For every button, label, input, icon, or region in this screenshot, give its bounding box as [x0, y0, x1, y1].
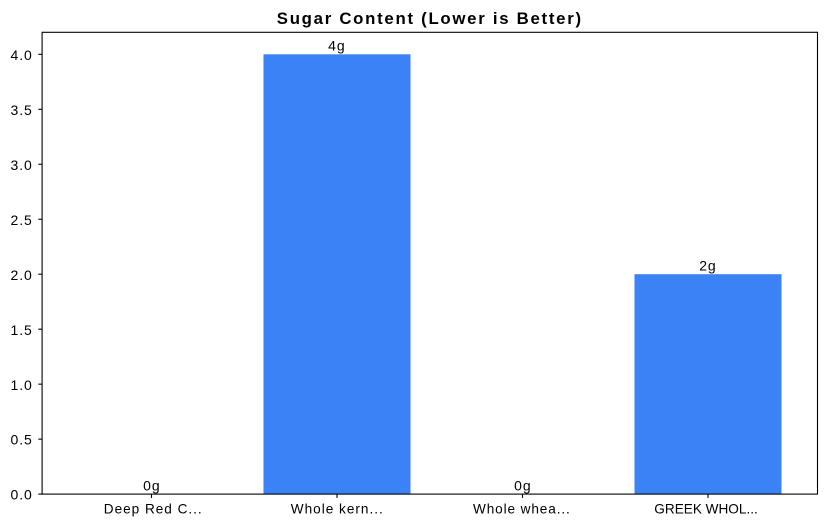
- svg-text:4g: 4g: [328, 38, 345, 54]
- svg-text:1.0: 1.0: [11, 377, 33, 393]
- svg-text:3.5: 3.5: [11, 102, 33, 118]
- svg-text:4.0: 4.0: [11, 47, 33, 63]
- svg-text:2.5: 2.5: [11, 212, 33, 228]
- svg-text:Sugar Content (Lower is Better: Sugar Content (Lower is Better): [277, 9, 583, 28]
- svg-text:2g: 2g: [699, 258, 716, 274]
- svg-text:Whole whea...: Whole whea...: [473, 501, 571, 516]
- svg-text:0.0: 0.0: [11, 487, 33, 503]
- svg-text:Whole kern...: Whole kern...: [291, 501, 384, 516]
- svg-text:2.0: 2.0: [11, 267, 33, 283]
- svg-text:3.0: 3.0: [11, 157, 33, 173]
- svg-text:0g: 0g: [143, 478, 160, 494]
- svg-text:GREEK WHOL...: GREEK WHOL...: [654, 501, 757, 516]
- svg-text:Deep Red C...: Deep Red C...: [104, 501, 203, 516]
- svg-text:0.5: 0.5: [11, 432, 33, 448]
- svg-text:1.5: 1.5: [11, 322, 33, 338]
- svg-text:0g: 0g: [514, 478, 531, 494]
